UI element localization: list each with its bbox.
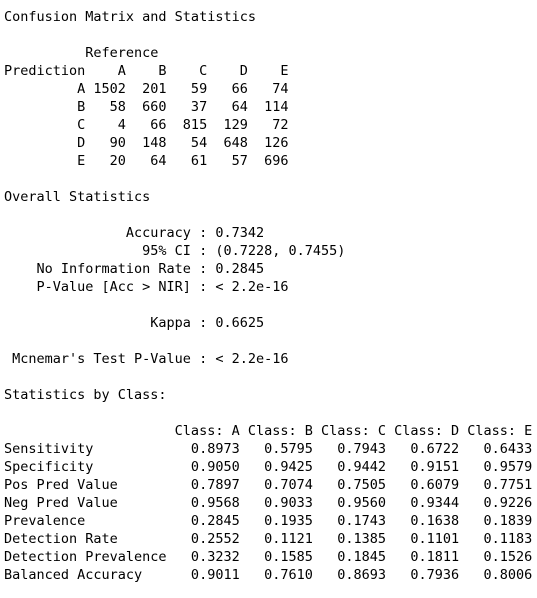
stat-no-information-rate: No Information Rate : 0.2845 xyxy=(4,261,265,277)
console-line-blank xyxy=(4,26,532,44)
console-line-blank xyxy=(4,332,532,350)
console-line-title: Confusion Matrix and Statistics xyxy=(4,9,256,25)
class-row-specificity: Specificity 0.9050 0.9425 0.9442 0.9151 … xyxy=(4,459,533,475)
class-row-detection-rate: Detection Rate 0.2552 0.1121 0.1385 0.11… xyxy=(4,531,533,547)
class-row-pos-pred-value: Pos Pred Value 0.7897 0.7074 0.7505 0.60… xyxy=(4,477,533,493)
class-row-prevalence: Prevalence 0.2845 0.1935 0.1743 0.1638 0… xyxy=(4,513,533,529)
class-table-header: Class: A Class: B Class: C Class: D Clas… xyxy=(4,423,533,439)
confusion-matrix-header-prediction: Prediction A B C D E xyxy=(4,63,289,79)
confusion-matrix-row-a: A 1502 201 59 66 74 xyxy=(4,81,289,97)
stat-95-ci: 95% CI : (0.7228, 0.7455) xyxy=(4,243,346,259)
stat-kappa: Kappa : 0.6625 xyxy=(4,315,265,331)
confusion-matrix-header-reference: Reference xyxy=(4,45,159,61)
stat-mcnemar-p-value: Mcnemar's Test P-Value : < 2.2e-16 xyxy=(4,351,289,367)
overall-statistics-heading: Overall Statistics xyxy=(4,189,151,205)
stat-accuracy: Accuracy : 0.7342 xyxy=(4,225,265,241)
statistics-by-class-heading: Statistics by Class: xyxy=(4,387,167,403)
console-line-blank xyxy=(4,206,532,224)
console-line-blank xyxy=(4,404,532,422)
class-row-sensitivity: Sensitivity 0.8973 0.5795 0.7943 0.6722 … xyxy=(4,441,533,457)
console-line-blank xyxy=(4,170,532,188)
class-row-balanced-accuracy: Balanced Accuracy 0.9011 0.7610 0.8693 0… xyxy=(4,567,533,583)
class-row-detection-prevalence: Detection Prevalence 0.3232 0.1585 0.184… xyxy=(4,549,533,565)
console-line-blank xyxy=(4,296,532,314)
confusion-matrix-row-d: D 90 148 54 648 126 xyxy=(4,135,289,151)
console-line-blank xyxy=(4,368,532,386)
confusion-matrix-row-e: E 20 64 61 57 696 xyxy=(4,153,289,169)
console-output: Confusion Matrix and Statistics Referenc… xyxy=(4,8,532,584)
confusion-matrix-row-c: C 4 66 815 129 72 xyxy=(4,117,289,133)
stat-p-value: P-Value [Acc > NIR] : < 2.2e-16 xyxy=(4,279,289,295)
class-row-neg-pred-value: Neg Pred Value 0.9568 0.9033 0.9560 0.93… xyxy=(4,495,533,511)
confusion-matrix-row-b: B 58 660 37 64 114 xyxy=(4,99,289,115)
